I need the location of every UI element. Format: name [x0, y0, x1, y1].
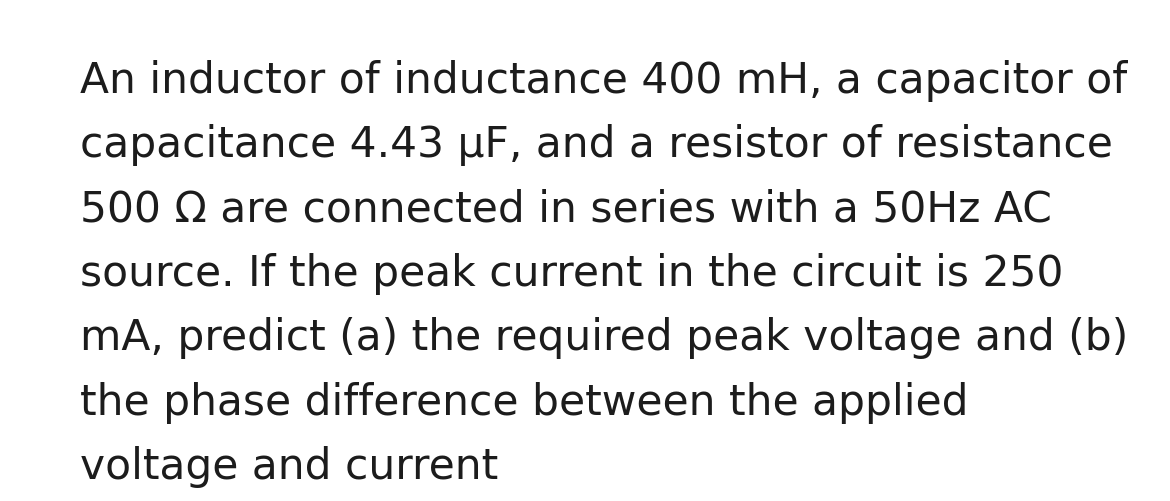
Text: capacitance 4.43 μF, and a resistor of resistance: capacitance 4.43 μF, and a resistor of r…: [80, 124, 1113, 166]
Text: An inductor of inductance 400 mH, a capacitor of: An inductor of inductance 400 mH, a capa…: [80, 60, 1127, 102]
Text: mA, predict (a) the required peak voltage and (b): mA, predict (a) the required peak voltag…: [80, 317, 1128, 359]
Text: 500 Ω are connected in series with a 50Hz AC: 500 Ω are connected in series with a 50H…: [80, 188, 1052, 230]
Text: the phase difference between the applied: the phase difference between the applied: [80, 381, 968, 423]
Text: voltage and current: voltage and current: [80, 445, 497, 487]
Text: source. If the peak current in the circuit is 250: source. If the peak current in the circu…: [80, 253, 1064, 295]
